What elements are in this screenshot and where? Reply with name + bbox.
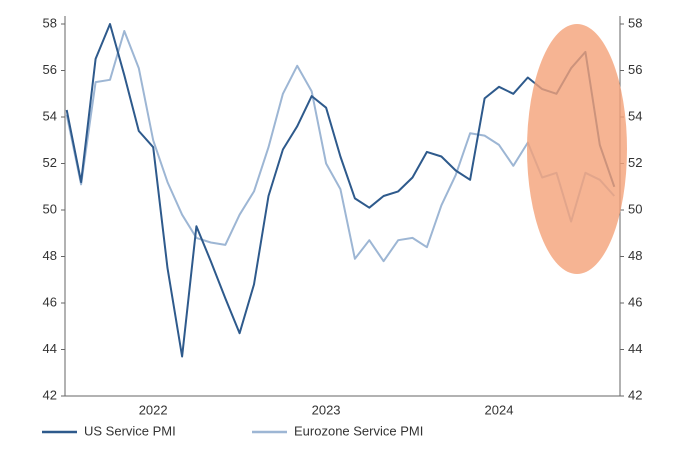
y-tick-label: 52 — [43, 155, 57, 170]
y2-tick-label: 58 — [628, 15, 642, 30]
series-line — [65, 30, 616, 263]
x-tick-label: 2022 — [139, 402, 168, 417]
series-line — [65, 23, 616, 358]
y2-tick-label: 42 — [628, 387, 642, 402]
legend-label: US Service PMI — [84, 423, 176, 438]
x-tick-label: 2024 — [485, 402, 514, 417]
y-tick-label: 50 — [43, 201, 57, 216]
y-tick-label: 56 — [43, 62, 57, 77]
legend-label: Eurozone Service PMI — [294, 423, 423, 438]
y2-tick-label: 56 — [628, 62, 642, 77]
highlight — [527, 24, 627, 274]
y2-tick-label: 44 — [628, 341, 642, 356]
x-tick-label: 2023 — [312, 402, 341, 417]
y-tick-label: 44 — [43, 341, 57, 356]
y-tick-label: 54 — [43, 108, 57, 123]
y2-tick-label: 48 — [628, 248, 642, 263]
y-tick-label: 58 — [43, 15, 57, 30]
y2-tick-label: 50 — [628, 201, 642, 216]
y2-tick-label: 52 — [628, 155, 642, 170]
y-tick-label: 42 — [43, 387, 57, 402]
y-tick-label: 46 — [43, 294, 57, 309]
y2-tick-label: 46 — [628, 294, 642, 309]
y-tick-label: 48 — [43, 248, 57, 263]
y2-tick-label: 54 — [628, 108, 642, 123]
